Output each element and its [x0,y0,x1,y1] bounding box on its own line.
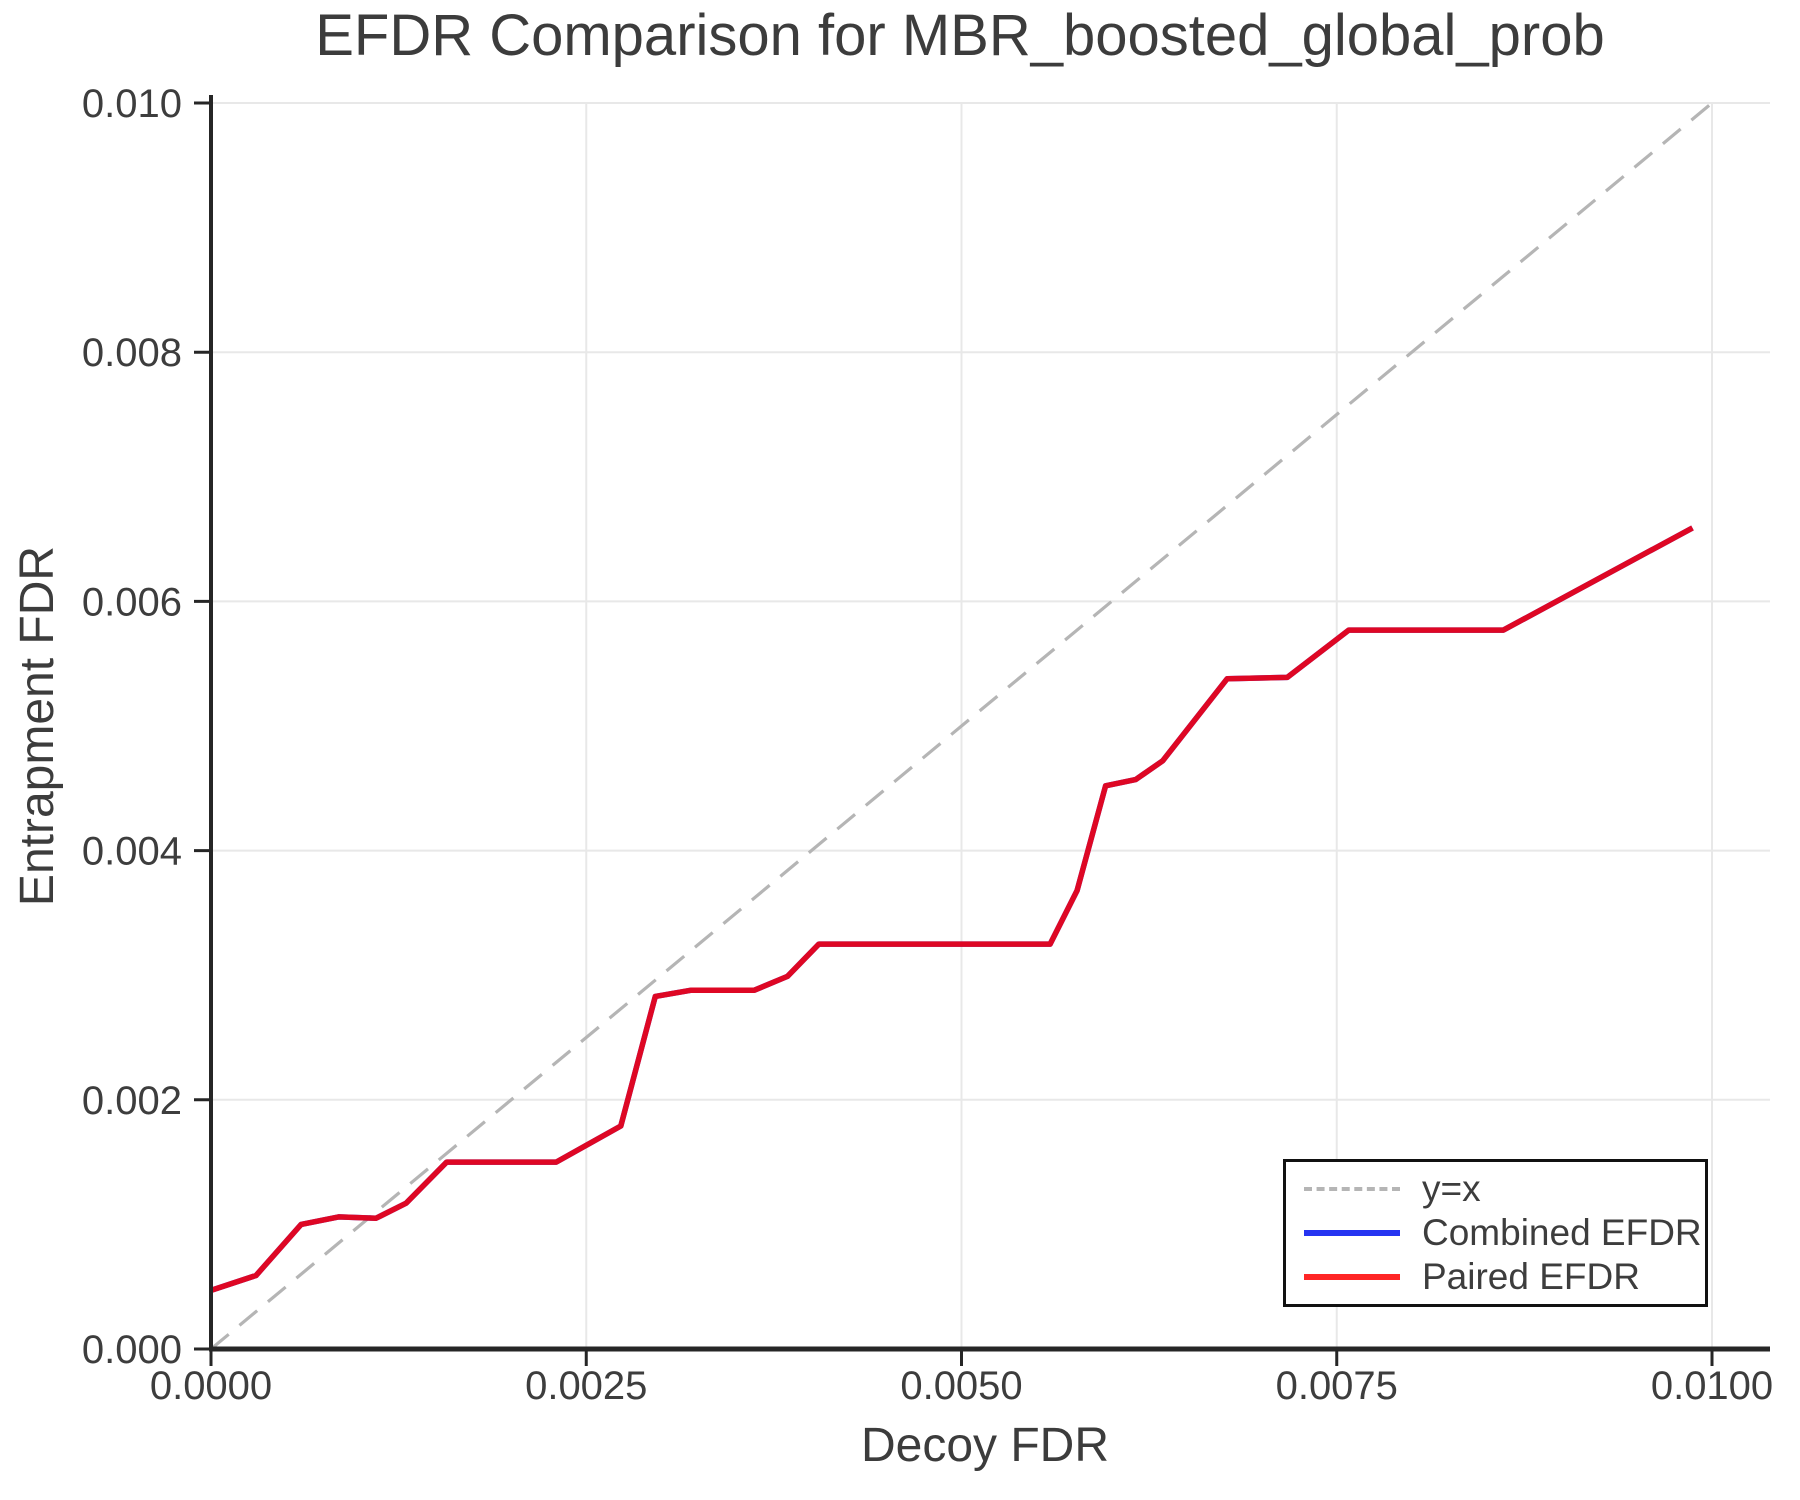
legend-label-paired: Paired EFDR [1422,1256,1640,1297]
chart-title: EFDR Comparison for MBR_boosted_global_p… [315,3,1605,68]
y-tick-label: 0.010 [82,82,182,126]
x-tick-label: 0.0025 [525,1364,647,1408]
y-tick-label: 0.004 [82,830,182,874]
x-tick-label: 0.0075 [1276,1364,1398,1408]
series-line-paired-efdr [210,525,1694,1294]
y-tick-label: 0.008 [82,331,182,375]
y-tick-label: 0.000 [82,1328,182,1372]
x-axis-label: Decoy FDR [860,1419,1110,1472]
dashed-line-swatch-icon [1304,1187,1400,1191]
legend-row-reference: y=x [1304,1170,1705,1208]
x-tick-label: 0.0100 [1651,1364,1773,1408]
legend-row-combined: Combined EFDR [1304,1214,1705,1252]
x-tick-label: 0.0000 [150,1364,272,1408]
legend: y=x Combined EFDR Paired EFDR [1283,1159,1708,1307]
reference-line-yx [209,101,1714,1351]
legend-label-yx: y=x [1422,1168,1481,1209]
legend-row-paired: Paired EFDR [1304,1258,1705,1296]
legend-label-combined: Combined EFDR [1422,1212,1702,1253]
y-tick-label: 0.006 [82,580,182,624]
y-tick-label: 0.002 [82,1079,182,1123]
combined-line-swatch-icon [1304,1230,1400,1236]
paired-line-swatch-icon [1304,1274,1400,1280]
x-tick-label: 0.0050 [900,1364,1022,1408]
